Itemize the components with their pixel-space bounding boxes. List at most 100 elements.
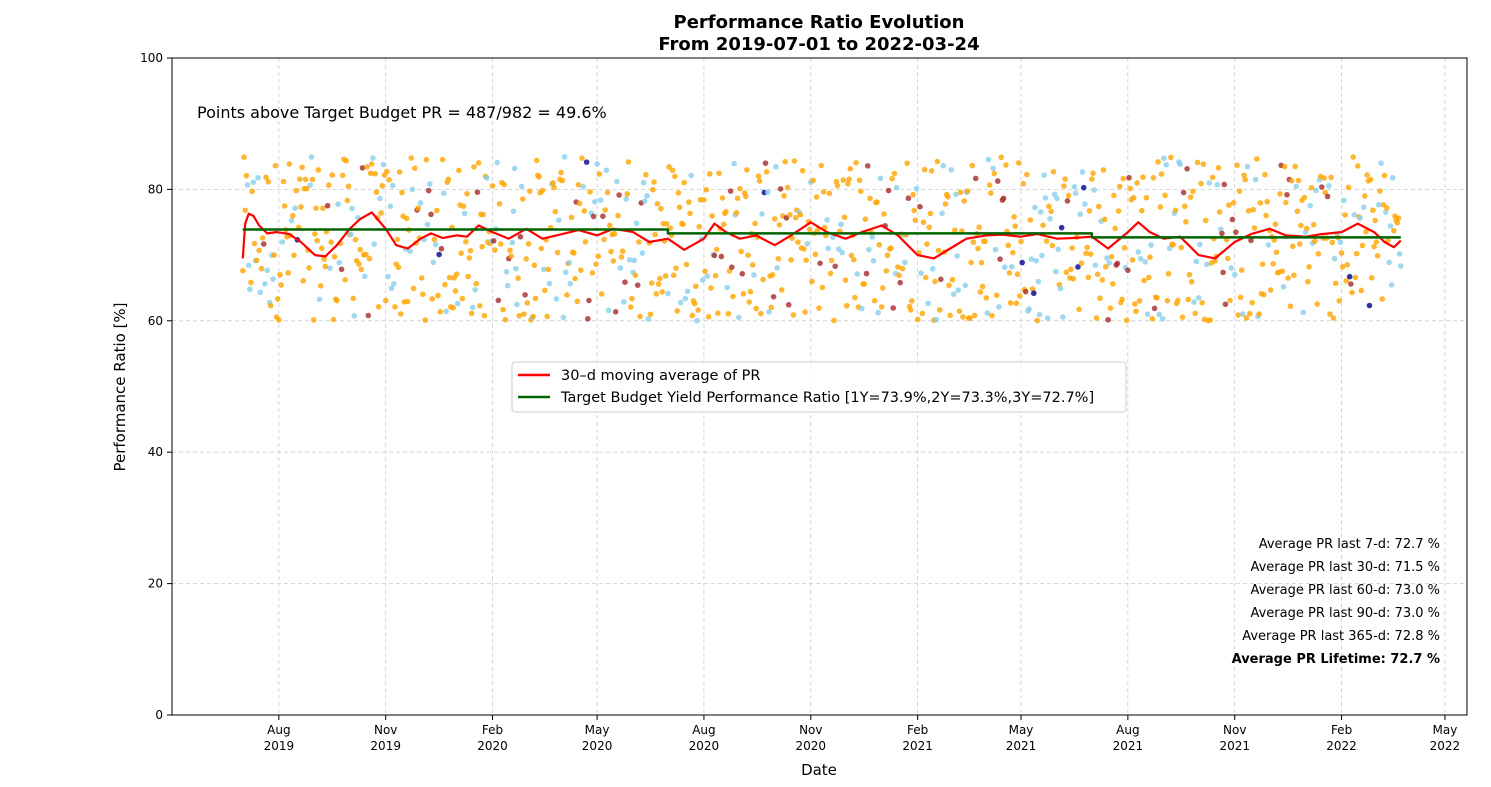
pr-data-point [1087,251,1094,257]
pr-data-point [515,275,521,281]
pr-data-point [1050,168,1057,175]
pr-data-point [727,188,734,194]
pr-data-point [1125,267,1131,274]
pr-data-point [244,182,251,188]
pr-data-point [1136,298,1143,304]
pr-data-point [368,161,375,167]
grid-lines [172,58,1467,715]
pr-data-point [672,173,678,180]
pr-data-point [358,266,365,273]
pr-data-point [567,280,574,287]
pr-data-point [375,303,382,310]
pr-data-point [883,268,890,274]
pr-data-point [1027,217,1034,223]
pr-data-point [445,176,452,183]
pr-data-point [312,231,318,237]
pr-data-point [619,248,626,254]
pr-data-point [968,259,974,266]
pr-data-point [913,185,920,192]
pr-data-point [612,308,619,315]
pr-data-point [1129,257,1136,263]
pr-data-point [665,290,671,297]
pr-data-point [339,172,346,179]
pr-data-point [917,203,923,210]
pr-data-point [979,283,986,290]
pr-data-point [643,171,649,178]
x-tick-label-year: 2021 [1113,739,1144,753]
pr-data-point [670,272,677,278]
pr-data-point [799,167,806,174]
pr-data-point [691,300,698,307]
pr-data-point [1293,183,1300,190]
pr-data-point [1112,225,1118,232]
pr-data-point [241,154,247,161]
pr-data-point [909,298,915,304]
pr-data-point [840,177,847,183]
pr-data-point [1363,228,1369,235]
pr-data-point [392,304,398,310]
pr-data-point [669,167,676,174]
pr-data-point [1263,212,1269,219]
pr-data-point [1020,180,1027,187]
pr-data-point [1303,225,1310,232]
pr-data-point [759,211,765,217]
pr-data-point [1140,174,1146,180]
pr-data-point [436,251,442,258]
pr-data-point [1187,194,1194,200]
pr-data-point [519,196,526,202]
y-tick-label: 100 [140,51,163,65]
x-tick-label-year: 2020 [582,739,613,753]
average-pr-stat: Average PR last 90-d: 73.0 % [1250,606,1440,621]
pr-data-point [291,252,297,259]
pr-data-point [633,220,640,227]
pr-data-point [1194,159,1201,166]
pr-data-point [652,231,658,238]
pr-data-point [249,188,255,195]
pr-data-point [546,280,553,287]
pr-data-point [303,185,310,192]
pr-data-point [1332,280,1339,287]
pr-data-point [961,198,967,204]
pr-data-point [734,195,741,202]
pr-data-point [1235,312,1241,318]
pr-data-point [1061,183,1067,189]
pr-data-point [1331,255,1338,262]
pr-data-point [828,257,835,264]
pr-data-point [651,179,657,185]
pr-data-point [1314,301,1320,307]
pr-data-point [620,299,627,305]
pr-data-point [950,291,957,297]
pr-data-point [1150,174,1157,181]
pr-data-point [370,155,376,161]
pr-data-point [472,286,478,293]
x-tick-label-month: Aug [267,723,290,737]
pr-data-point [595,253,602,260]
pr-data-point [648,280,655,286]
x-tick-label-month: Feb [907,723,928,737]
pr-data-point [1108,254,1115,260]
pr-data-point [1042,195,1049,201]
pr-data-point [490,238,497,244]
pr-data-point [395,264,402,271]
pr-data-point [1048,208,1055,215]
x-tick-label-month: Feb [482,723,503,737]
pr-data-point [716,170,722,177]
pr-data-point [689,312,696,319]
pr-data-point [946,282,952,289]
pr-data-point [371,241,377,247]
pr-data-point [1158,171,1165,177]
pr-data-point [683,261,690,268]
pr-data-point [749,262,756,268]
pr-data-point [636,239,642,245]
pr-data-point [308,154,315,160]
pr-data-point [388,285,395,291]
pr-data-point [869,234,876,240]
pr-data-point [600,213,606,220]
pr-data-point [398,311,404,317]
pr-data-point [1162,192,1168,199]
pr-data-point [1259,261,1266,267]
pr-data-point [417,200,424,206]
pr-data-point [1076,306,1082,313]
pr-data-point [658,205,664,212]
pr-data-point [1186,271,1193,278]
